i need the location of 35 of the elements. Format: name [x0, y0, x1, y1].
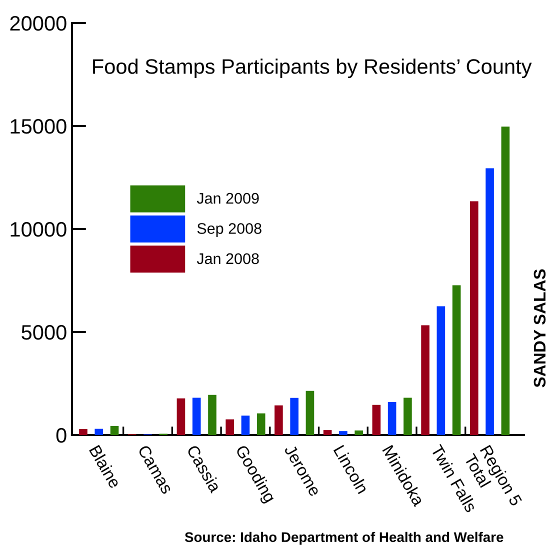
- bar: [339, 431, 348, 435]
- bar: [208, 394, 216, 435]
- bar: [421, 325, 430, 435]
- bar: [436, 306, 446, 435]
- y-tick-label: 5000: [22, 325, 66, 340]
- bar: [290, 398, 298, 435]
- bar: [241, 416, 250, 435]
- legend-label: Sep 2008: [197, 223, 262, 237]
- text: Food Stamps Participants by Residents’ County: [93, 58, 532, 78]
- source-note: Source: Idaho Department of Health and Welfare: [184, 532, 504, 545]
- bar: [404, 398, 412, 435]
- bar: [226, 419, 234, 435]
- legend-label: Jan 2008: [196, 253, 259, 264]
- bar: [486, 168, 494, 435]
- bar: [470, 201, 478, 435]
- text: SANDY SALAS: [534, 269, 546, 388]
- bar: [372, 404, 381, 435]
- y-tick-label: 20000: [10, 16, 66, 31]
- bar: [192, 398, 201, 435]
- bar: [176, 398, 186, 435]
- bar: [501, 126, 510, 435]
- y-tick-label: 10000: [10, 222, 66, 237]
- bar: [323, 430, 332, 435]
- y-tick-label: 0: [56, 428, 66, 443]
- bar: [256, 413, 266, 435]
- y-tick-label: 15000: [10, 119, 66, 134]
- bar: [274, 405, 283, 435]
- bar: [354, 430, 363, 435]
- bar: [110, 426, 119, 435]
- bar: [388, 402, 396, 435]
- bar: [306, 390, 314, 435]
- bar: [79, 429, 88, 435]
- legend-label: Jan 2009: [196, 192, 259, 204]
- bar: [94, 428, 104, 435]
- bar: [452, 285, 461, 435]
